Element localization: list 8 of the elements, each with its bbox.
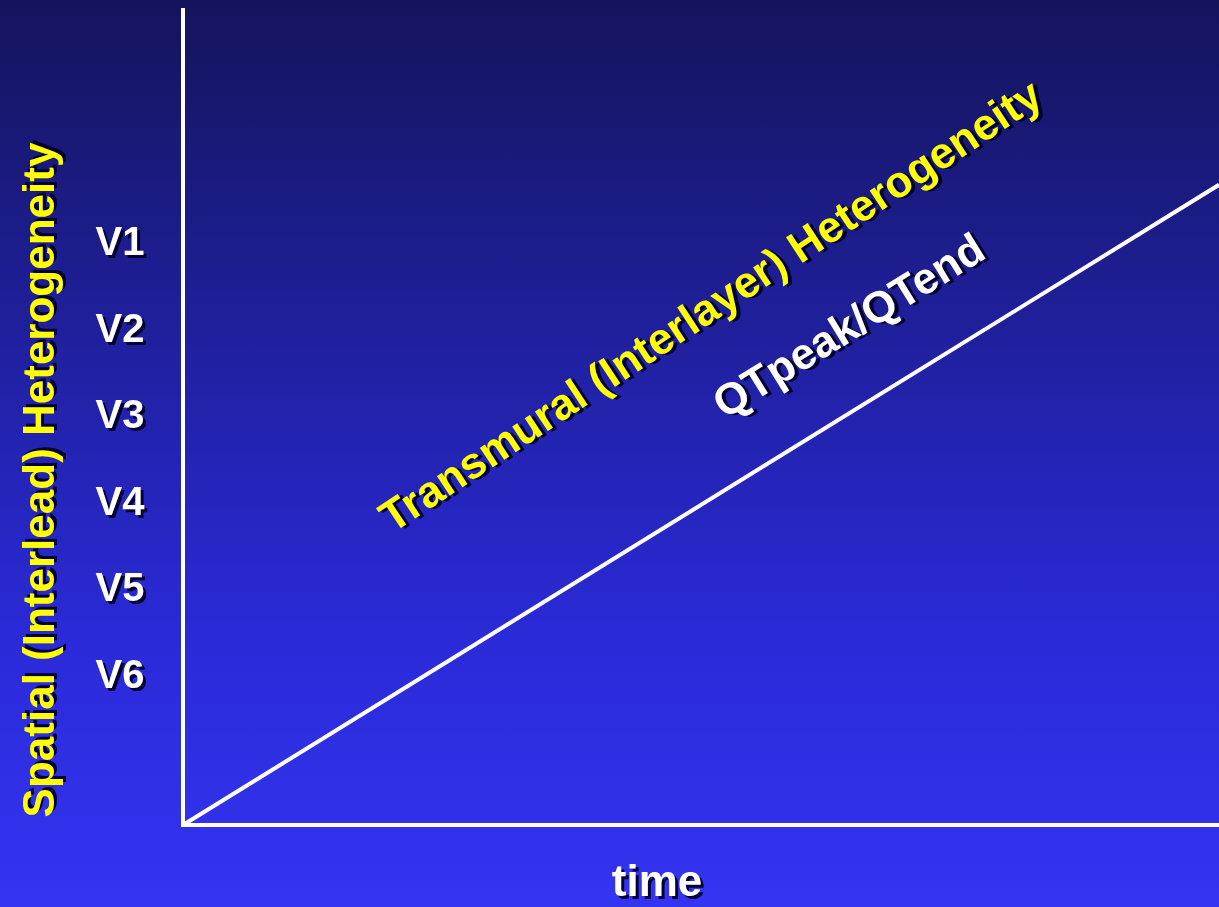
annotation: V2 [98, 308, 148, 353]
annotation: V5 [98, 568, 148, 613]
annotation: V6 [98, 654, 148, 699]
x-axis-title: time [611, 856, 703, 906]
annotation: V1 [98, 222, 148, 267]
y-axis-title: Spatial (Interlead) Heterogeneity [17, 139, 67, 815]
annotation: V4 [98, 481, 149, 526]
annotation: V3 [98, 395, 148, 440]
